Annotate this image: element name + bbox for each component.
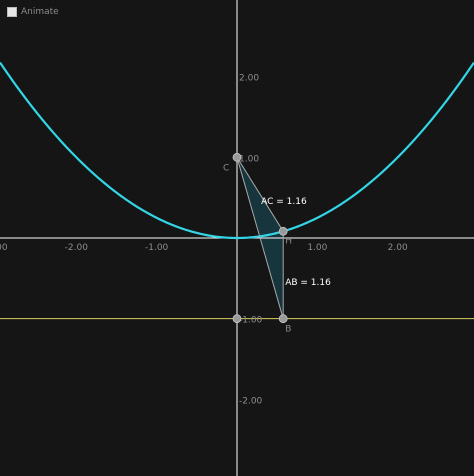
measurement-ac: AC = 1.16 (261, 197, 307, 207)
point-label-c: C (223, 163, 229, 173)
point-label-b: B (285, 325, 291, 335)
y-tick-label: -2.00 (239, 396, 263, 406)
point-label-h: H (285, 236, 292, 246)
y-tick-label: 2.00 (239, 74, 259, 84)
animate-label: Animate (21, 7, 59, 17)
x-tick-label: 1.00 (307, 243, 327, 253)
animate-toggle[interactable]: Animate (7, 7, 59, 17)
point-c[interactable] (232, 152, 242, 162)
segment-ch (236, 157, 284, 232)
x-tick-label: 2.00 (388, 243, 408, 253)
y-tick-label: 3.00 (239, 0, 259, 3)
y-tick-label: 1.00 (239, 154, 259, 164)
y-tick-label: -1.00 (239, 316, 263, 326)
measurement-ab: AB = 1.16 (285, 278, 331, 288)
animate-checkbox[interactable] (7, 7, 17, 17)
point-d[interactable] (232, 314, 242, 324)
point-h[interactable] (278, 226, 288, 236)
x-tick-label: -3.00 (0, 243, 8, 253)
x-tick-label: -1.00 (145, 243, 169, 253)
segment-cb (236, 157, 284, 319)
point-b[interactable] (278, 314, 288, 324)
parabola-curve (0, 61, 474, 240)
x-tick-label: -2.00 (65, 243, 89, 253)
